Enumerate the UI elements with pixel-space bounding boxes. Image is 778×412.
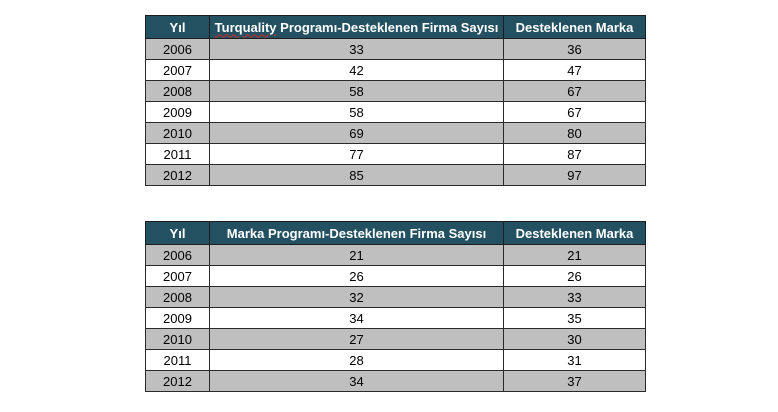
year-cell: 2006 [145,38,210,60]
table-row: 2011 77 87 [145,143,646,165]
firm-count-cell: 33 [209,38,504,60]
year-cell: 2011 [145,349,210,371]
brand-count-cell: 80 [503,122,646,144]
firm-count-cell: 42 [209,59,504,81]
table-header-row: Yıl Turquality Programı-Desteklenen Firm… [145,15,646,39]
table-row: 2006 33 36 [145,38,646,60]
year-cell: 2010 [145,122,210,144]
table-row: 2008 32 33 [145,286,646,308]
brand-header: Desteklenen Marka [503,221,646,245]
year-cell: 2008 [145,286,210,308]
brand-count-cell: 33 [503,286,646,308]
table-row: 2007 26 26 [145,265,646,287]
firm-count-cell: 21 [209,244,504,266]
firm-count-cell: 69 [209,122,504,144]
table-row: 2007 42 47 [145,59,646,81]
year-header: Yıl [145,15,210,39]
brand-count-cell: 67 [503,80,646,102]
year-cell: 2007 [145,59,210,81]
brand-count-cell: 37 [503,370,646,392]
year-cell: 2012 [145,164,210,186]
brand-count-cell: 21 [503,244,646,266]
table-row: 2010 69 80 [145,122,646,144]
table-row: 2009 34 35 [145,307,646,329]
table-row: 2012 85 97 [145,164,646,186]
firm-count-cell: 26 [209,265,504,287]
brand-count-cell: 26 [503,265,646,287]
table-row: 2011 28 31 [145,349,646,371]
brand-count-cell: 87 [503,143,646,165]
firm-count-header-label: Programı-Desteklenen Firma Sayısı [276,19,499,35]
year-cell: 2009 [145,307,210,329]
firm-count-header: Marka Programı-Desteklenen Firma Sayısı [209,221,504,245]
brand-count-cell: 35 [503,307,646,329]
firm-count-cell: 58 [209,101,504,123]
firm-count-cell: 34 [209,307,504,329]
firm-count-cell: 58 [209,80,504,102]
marka-program-table: Yıl Marka Programı-Desteklenen Firma Say… [145,221,646,392]
spellcheck-word: Turquality [214,19,277,35]
year-header: Yıl [145,221,210,245]
brand-count-cell: 30 [503,328,646,350]
table-row: 2008 58 67 [145,80,646,102]
brand-count-cell: 97 [503,164,646,186]
table-row: 2006 21 21 [145,244,646,266]
year-cell: 2010 [145,328,210,350]
year-cell: 2006 [145,244,210,266]
table-header-row: Yıl Marka Programı-Desteklenen Firma Say… [145,221,646,245]
table-row: 2010 27 30 [145,328,646,350]
year-cell: 2009 [145,101,210,123]
firm-count-cell: 77 [209,143,504,165]
firm-count-cell: 34 [209,370,504,392]
year-cell: 2012 [145,370,210,392]
firm-count-header: Turquality Programı-Desteklenen Firma Sa… [209,15,504,39]
brand-count-cell: 36 [503,38,646,60]
brand-count-cell: 31 [503,349,646,371]
table-row: 2009 58 67 [145,101,646,123]
firm-count-cell: 27 [209,328,504,350]
table-row: 2012 34 37 [145,370,646,392]
brand-header: Desteklenen Marka [503,15,646,39]
brand-count-cell: 67 [503,101,646,123]
year-cell: 2008 [145,80,210,102]
turquality-table: Yıl Turquality Programı-Desteklenen Firm… [145,15,646,186]
firm-count-cell: 32 [209,286,504,308]
year-cell: 2007 [145,265,210,287]
year-cell: 2011 [145,143,210,165]
firm-count-cell: 28 [209,349,504,371]
brand-count-cell: 47 [503,59,646,81]
firm-count-cell: 85 [209,164,504,186]
